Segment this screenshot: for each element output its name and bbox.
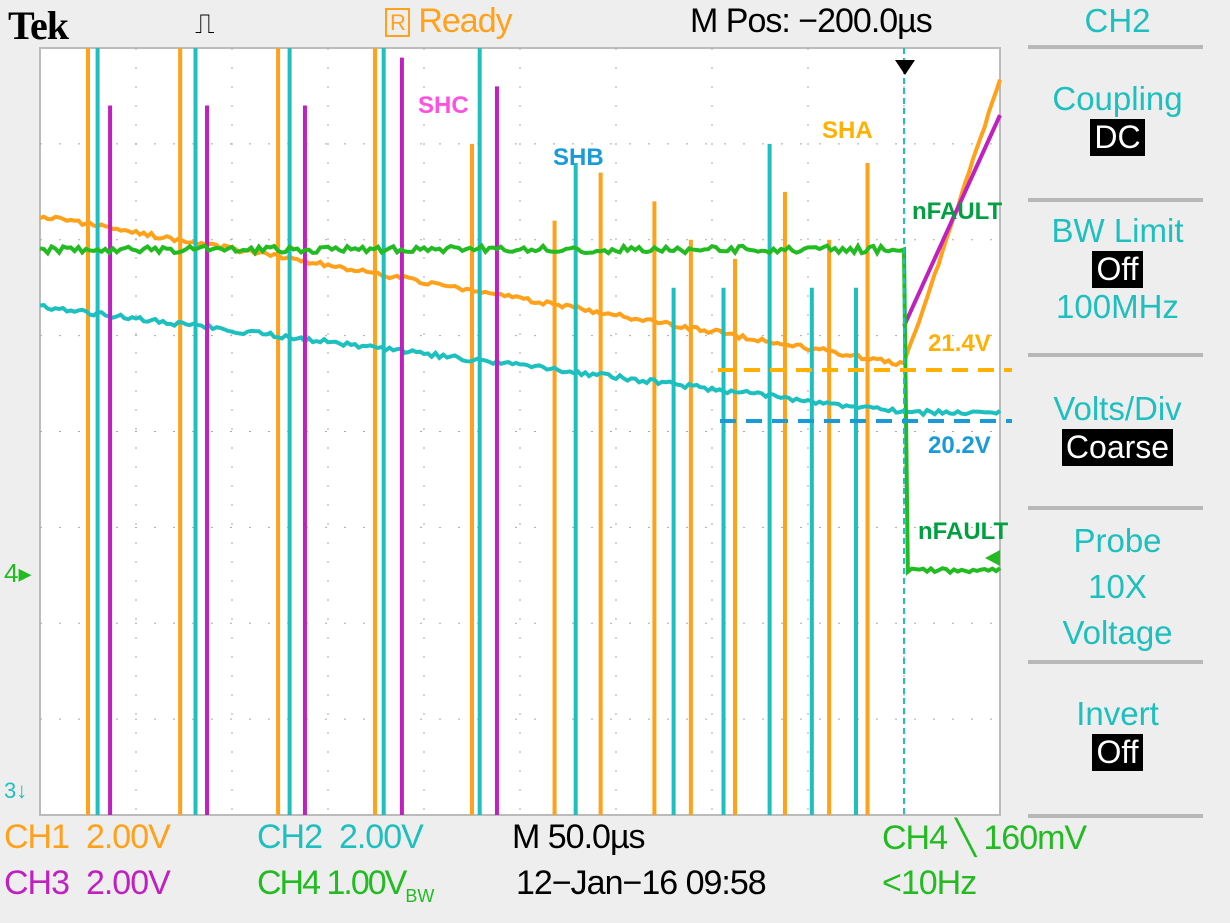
run-state: R Ready (385, 2, 512, 41)
ch3-label: CH3 2.00V (4, 864, 170, 903)
label-shb-voltage: 20.2V (928, 432, 991, 460)
label-shb: SHB (553, 144, 604, 172)
invert-button[interactable]: Invert Off (1030, 695, 1205, 771)
vdiv-value: Coarse (1062, 429, 1173, 466)
invert-value: Off (1092, 734, 1142, 771)
trigger-level: CH4 ╲ 160mV (882, 818, 1086, 858)
divider (1028, 660, 1203, 664)
bw-value: Off (1092, 251, 1142, 288)
vdiv-label: Volts/Div (1030, 390, 1205, 428)
ch3-ground-marker: 3↓ (4, 778, 27, 804)
label-nfault-top: nFAULT (912, 198, 1002, 226)
label-sha-voltage: 21.4V (928, 330, 991, 358)
label-shc: SHC (418, 92, 469, 120)
ready-icon: R (385, 8, 410, 37)
divider (1028, 45, 1203, 49)
brand-logo: Tek (8, 2, 68, 49)
coupling-button[interactable]: Coupling DC (1030, 80, 1205, 156)
label-sha: SHA (822, 117, 873, 145)
state-label: Ready (418, 2, 511, 40)
bw-freq: 100MHz (1030, 288, 1205, 326)
ch1-label: CH1 2.00V (4, 818, 170, 857)
probe-button[interactable]: Probe 10X Voltage (1030, 518, 1205, 656)
label-nfault-bottom: nFAULT (918, 518, 1008, 546)
timebase: M 50.0µs (512, 818, 645, 857)
trigger-frequency: <10Hz (882, 864, 976, 903)
invert-label: Invert (1030, 695, 1205, 733)
bw-limit-button[interactable]: BW Limit Off 100MHz (1030, 212, 1205, 326)
volts-div-button[interactable]: Volts/Div Coarse (1030, 390, 1205, 466)
probe-type: Voltage (1030, 610, 1205, 656)
menu-title: CH2 (1030, 2, 1205, 40)
divider (1028, 198, 1203, 202)
m-pos: M Pos: −200.0µs (690, 2, 932, 41)
coupling-value: DC (1090, 119, 1144, 156)
ch4-ground-marker: 4▸ (4, 558, 32, 589)
ch4-label: CH4 1.00VBW (257, 864, 434, 907)
probe-value: 10X (1030, 564, 1205, 610)
divider (1028, 506, 1203, 510)
bw-label: BW Limit (1030, 212, 1205, 250)
ch2-label: CH2 2.00V (257, 818, 423, 857)
datetime: 12−Jan−16 09:58 (516, 864, 766, 903)
coupling-label: Coupling (1030, 80, 1205, 118)
acquisition-icon: ⎍ (195, 8, 215, 41)
divider (1028, 353, 1203, 357)
probe-label: Probe (1030, 518, 1205, 564)
